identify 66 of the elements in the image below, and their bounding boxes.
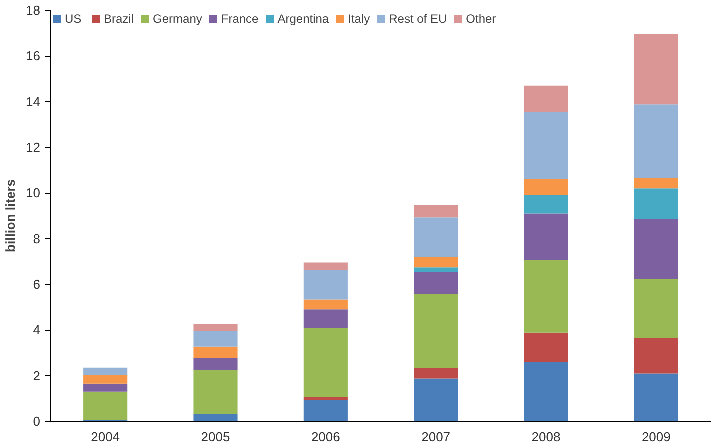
legend-label: Other [466, 12, 496, 26]
x-tick-label: 2006 [311, 430, 340, 444]
bar [634, 338, 678, 374]
bar [414, 378, 458, 422]
bar [304, 328, 348, 398]
y-tick-label: 8 [33, 231, 41, 246]
bar [524, 112, 568, 180]
y-tick-label: 10 [26, 186, 41, 201]
x-tick-label: 2009 [642, 430, 671, 444]
bar [194, 331, 238, 347]
legend-label: Italy [348, 12, 370, 26]
bar [194, 324, 238, 332]
bar [414, 368, 458, 379]
bar [304, 270, 348, 300]
bar [194, 414, 238, 422]
y-tick-label: 6 [33, 277, 41, 292]
y-tick-label: 14 [26, 94, 41, 110]
bar [84, 384, 128, 392]
bar [634, 374, 678, 422]
bar [524, 86, 568, 112]
bar [84, 392, 128, 420]
bar [414, 218, 458, 258]
bar [84, 375, 128, 384]
legend-label: Germany [153, 12, 202, 26]
bar [194, 358, 238, 370]
bar [634, 104, 678, 178]
x-tick-label: 2007 [422, 430, 451, 444]
bar [194, 346, 238, 358]
y-tick-label: 16 [26, 48, 41, 64]
bar [524, 194, 568, 214]
y-tick-label: 18 [26, 3, 41, 18]
bar [634, 218, 678, 280]
bar [634, 188, 678, 219]
bar [634, 34, 678, 105]
bar [634, 279, 678, 338]
bar [524, 332, 568, 362]
bar [304, 397, 348, 400]
y-axis-title: billion liters [3, 180, 18, 252]
bar [524, 260, 568, 333]
bar [414, 258, 458, 268]
y-tick-label: 12 [26, 140, 41, 155]
x-tick-label: 2005 [201, 430, 230, 444]
bar [414, 294, 458, 369]
bar [634, 178, 678, 189]
legend-label: Brazil [104, 12, 134, 26]
bar [414, 268, 458, 272]
bar [304, 310, 348, 328]
y-tick-label: 0 [33, 414, 41, 429]
bar [414, 205, 458, 218]
legend-label: Argentina [278, 12, 330, 26]
bar [414, 272, 458, 295]
bar [524, 179, 568, 195]
x-tick-label: 2004 [91, 430, 120, 444]
bar [524, 362, 568, 422]
bar [304, 400, 348, 422]
bar [304, 300, 348, 310]
legend-label: US [65, 12, 83, 26]
legend-label: France [221, 12, 259, 26]
bar [524, 214, 568, 261]
bar [84, 368, 128, 376]
bar [194, 370, 238, 414]
y-tick-label: 4 [33, 322, 41, 338]
bar [304, 262, 348, 270]
x-tick-label: 2008 [532, 430, 561, 444]
legend-label: Rest of EU [389, 12, 448, 26]
y-tick-label: 2 [33, 368, 41, 384]
